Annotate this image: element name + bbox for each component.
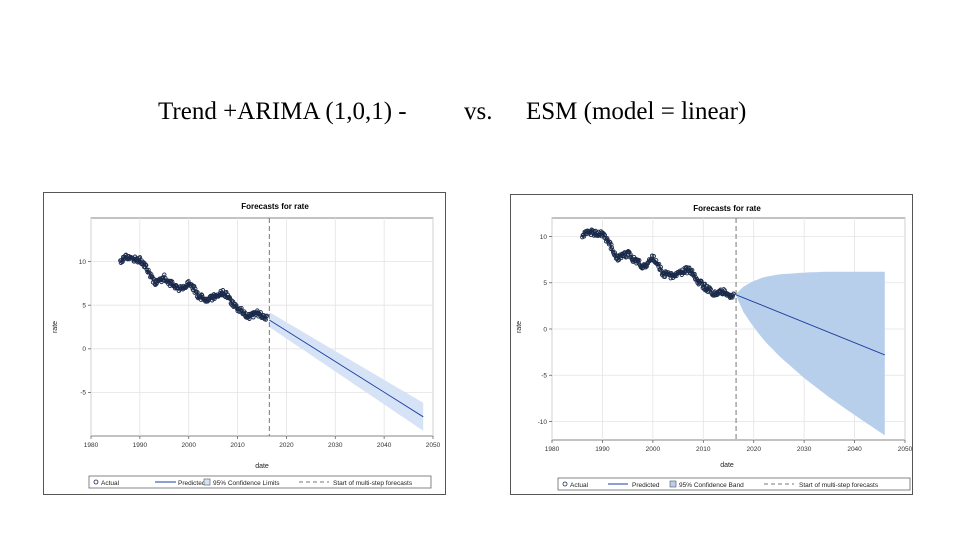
- legend-band-label: 95% Confidence Band: [679, 482, 744, 489]
- forecast-chart-right: Forecasts for rate 1980 1990 2000 2010 2020 2…: [510, 194, 913, 495]
- actual-point: [602, 232, 608, 238]
- actual-point: [612, 252, 617, 258]
- confidence-band: [736, 271, 885, 436]
- actual-point: [637, 258, 642, 263]
- legend-actual-marker: [93, 479, 99, 485]
- actual-series: [580, 227, 736, 301]
- predicted-line: [269, 319, 424, 418]
- actual-point: [702, 281, 708, 287]
- actual-point: [264, 314, 269, 319]
- legend-box: [88, 475, 432, 489]
- x-tick-label: 2020: [746, 446, 761, 453]
- actual-series: [118, 252, 270, 322]
- x-tick-labels: 1980 1990 2000 2010 2020 2030 2040 2050: [84, 442, 441, 449]
- legend-actual-marker: [562, 481, 568, 487]
- x-tick-label: 2040: [847, 446, 862, 453]
- chart-panel-right: Forecasts for rate 1980 1990 2000 2010 2020 2…: [510, 194, 914, 501]
- actual-point: [251, 315, 256, 320]
- actual-point: [241, 311, 246, 316]
- actual-point: [195, 290, 200, 295]
- y-tick-label: -5: [541, 373, 547, 380]
- legend-actual-label: Actual: [570, 482, 589, 489]
- title-right: ESM (model = linear): [526, 98, 747, 125]
- actual-point: [137, 255, 143, 260]
- legend-start-label: Start of multi-step forecasts: [333, 480, 413, 487]
- forecast-chart-left: Forecasts for rate 1980 1990 2000 2010 2020 2…: [43, 192, 446, 495]
- x-tick-label: 2050: [426, 442, 441, 449]
- actual-point: [634, 261, 639, 266]
- actual-point: [690, 267, 695, 273]
- x-axis-label: date: [720, 462, 734, 469]
- chart-title: Forecasts for rate: [241, 202, 309, 211]
- chart-frame: [43, 192, 446, 495]
- chart-panel-left: Forecasts for rate 1980 1990 2000 2010 2020 2…: [43, 192, 447, 501]
- legend-start-label: Start of multi-step forecasts: [799, 482, 879, 489]
- x-axis-label: date: [255, 463, 269, 470]
- slide-title: Trend +ARIMA (1,0,1) - vs. ESM (model = …: [0, 98, 960, 138]
- x-tick-label: 2010: [696, 446, 711, 453]
- x-tick-label: 1980: [84, 442, 99, 449]
- legend-band-label: 95% Confidence Limits: [213, 480, 280, 487]
- confidence-band: [269, 312, 424, 431]
- x-tick-label: 1980: [545, 446, 560, 453]
- actual-point: [643, 265, 648, 270]
- x-tick-labels: 1980 1990 2000 2010 2020 2030 2040 2050: [545, 446, 913, 453]
- legend: Actual Predicted 95% Confidence Band Sta…: [557, 477, 911, 491]
- y-tick-label: -10: [538, 419, 548, 426]
- actual-point: [247, 316, 252, 321]
- x-tick-label: 1990: [595, 446, 610, 453]
- y-tick-label: 5: [543, 280, 547, 287]
- x-tick-label: 2030: [797, 446, 812, 453]
- title-left: Trend +ARIMA (1,0,1) -: [158, 98, 407, 125]
- actual-point: [144, 263, 149, 268]
- x-tick-label: 1990: [133, 442, 148, 449]
- actual-point: [662, 274, 668, 279]
- actual-point: [264, 313, 270, 318]
- actual-point: [651, 254, 656, 259]
- actual-point: [731, 291, 736, 296]
- x-tick-label: 2000: [646, 446, 661, 453]
- x-tick-label: 2050: [898, 446, 913, 453]
- legend-predicted-label: Predicted: [632, 482, 660, 489]
- legend-band-swatch: [669, 480, 677, 488]
- title-vs: vs.: [464, 98, 493, 125]
- x-tick-label: 2000: [181, 442, 196, 449]
- actual-point: [162, 272, 167, 277]
- chart-title: Forecasts for rate: [693, 204, 761, 213]
- actual-point: [674, 273, 679, 279]
- actual-point: [609, 245, 615, 250]
- legend-band-swatch: [203, 478, 211, 486]
- x-tick-label: 2020: [279, 442, 294, 449]
- y-tick-label: 0: [82, 346, 86, 353]
- y-tick-labels: -10 -5 0 5 10: [538, 234, 548, 426]
- legend-predicted-label: Predicted: [178, 480, 206, 487]
- actual-point: [628, 254, 634, 259]
- x-tick-label: 2010: [230, 442, 245, 449]
- actual-point: [730, 295, 735, 300]
- y-tick-labels: -5 0 5 10: [79, 259, 87, 397]
- actual-point: [628, 252, 633, 257]
- grid: [549, 218, 906, 443]
- actual-point: [120, 259, 125, 264]
- actual-point: [199, 293, 205, 298]
- actual-point: [238, 307, 244, 313]
- actual-point: [258, 310, 263, 315]
- actual-point: [605, 236, 610, 241]
- y-tick-label: 10: [79, 259, 87, 266]
- x-tick-label: 2030: [328, 442, 343, 449]
- actual-point: [708, 286, 713, 292]
- actual-point: [699, 279, 704, 284]
- predicted-line: [735, 294, 885, 356]
- y-tick-label: 10: [540, 234, 548, 241]
- legend-actual-label: Actual: [101, 480, 120, 487]
- legend-box: [557, 477, 911, 491]
- y-tick-label: 0: [543, 326, 547, 333]
- legend: Actual Predicted 95% Confidence Limits S…: [88, 475, 432, 489]
- x-tick-label: 2040: [377, 442, 392, 449]
- y-axis-label: rate: [52, 321, 59, 333]
- y-tick-label: 5: [82, 303, 86, 310]
- y-axis-label: rate: [516, 321, 523, 333]
- y-tick-label: -5: [80, 390, 86, 397]
